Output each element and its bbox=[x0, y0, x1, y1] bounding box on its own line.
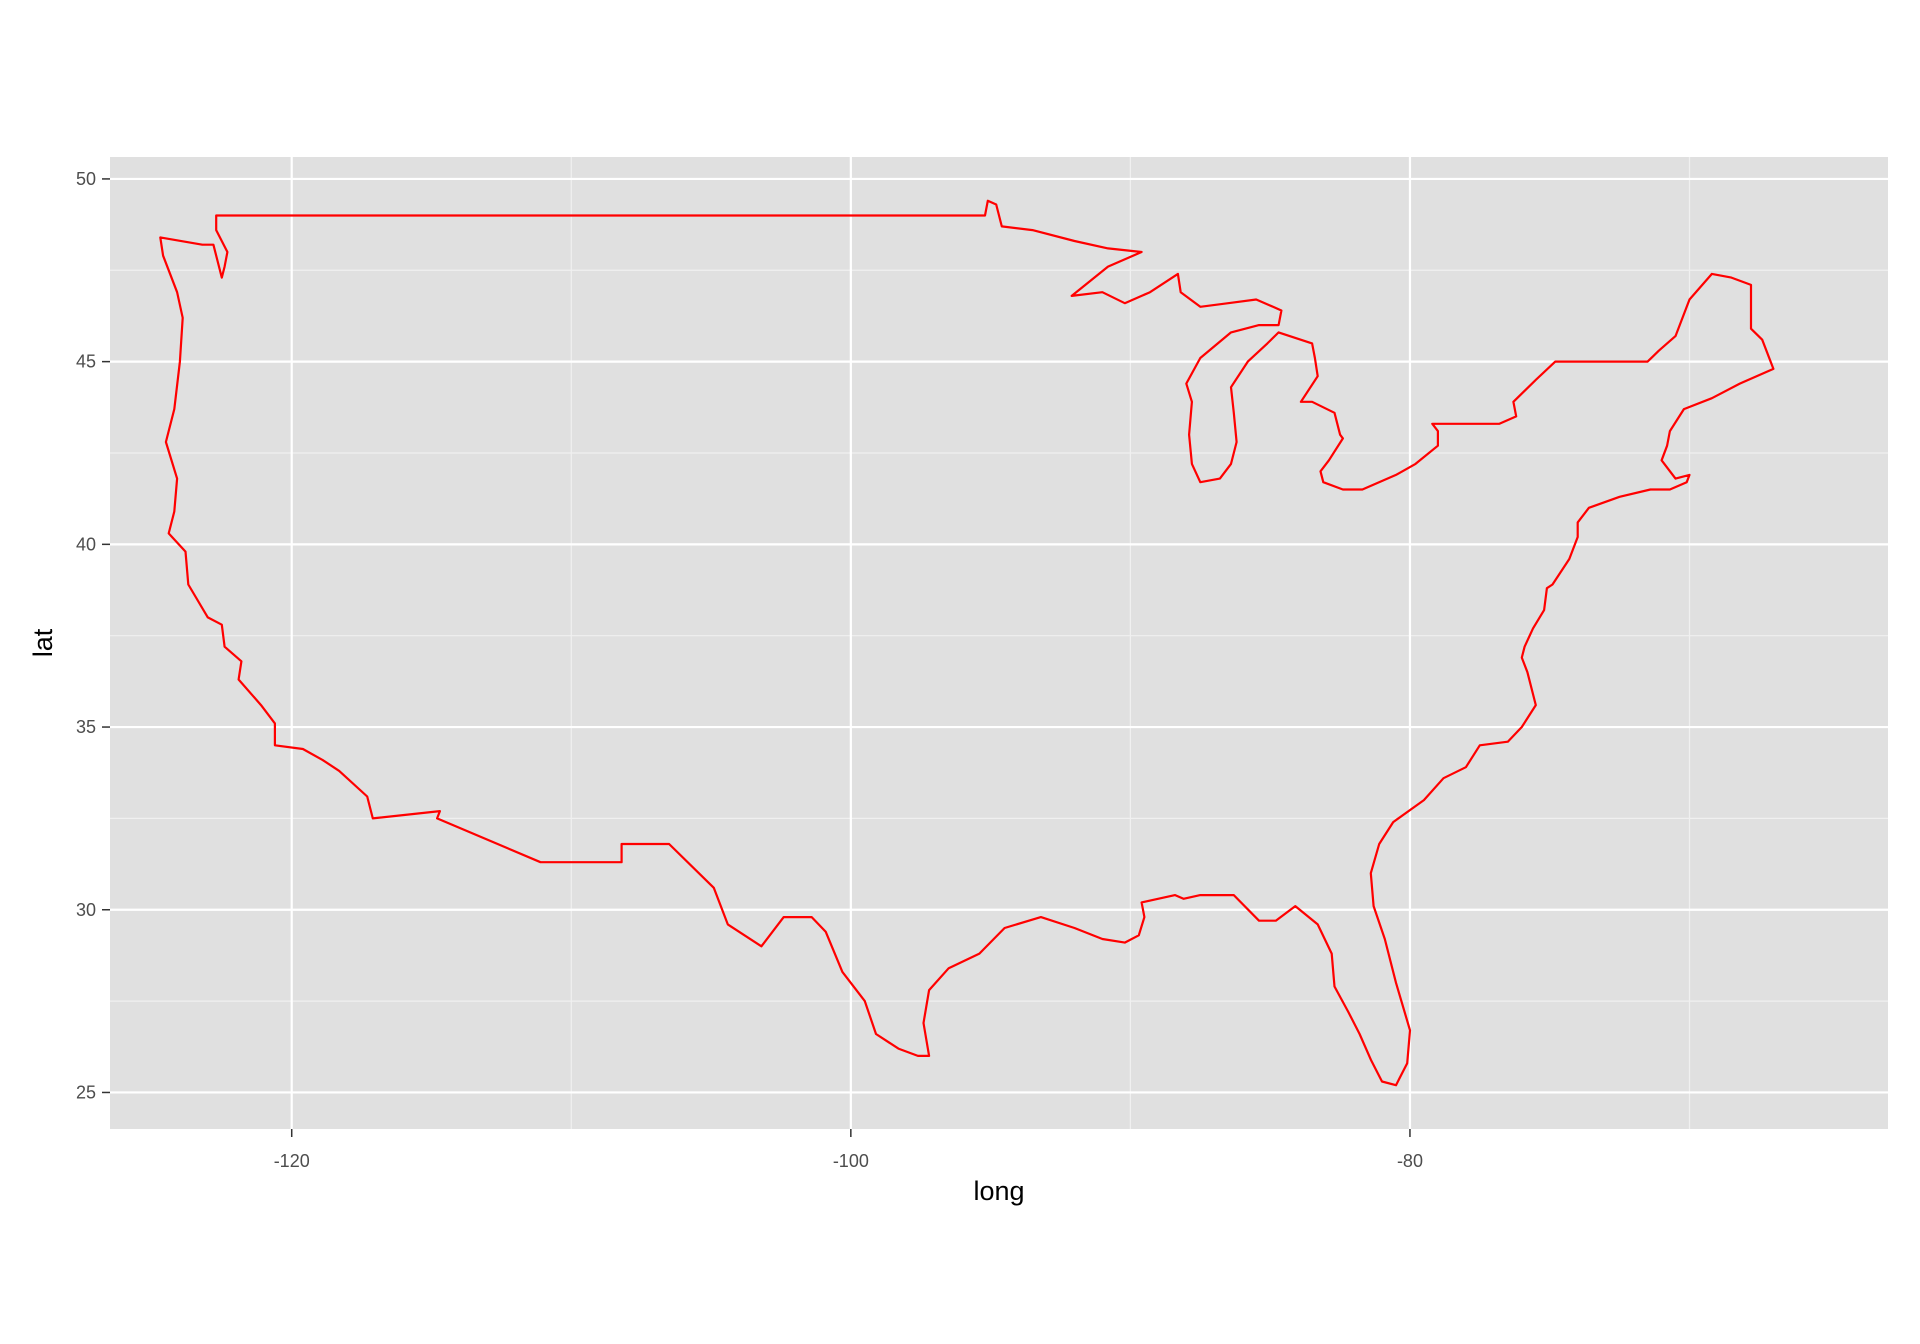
major-gridlines bbox=[110, 157, 1888, 1129]
x-tick-label: -120 bbox=[274, 1151, 310, 1171]
plot-panel bbox=[110, 157, 1888, 1129]
axis-tick-labels: -120 -100 -80 25 30 35 40 45 50 bbox=[76, 169, 1423, 1171]
x-axis-title: long bbox=[973, 1176, 1024, 1206]
axis-ticks bbox=[102, 178, 1411, 1137]
x-tick-label: -80 bbox=[1397, 1151, 1423, 1171]
y-tick-label: 35 bbox=[76, 717, 96, 737]
y-tick-label: 30 bbox=[76, 900, 96, 920]
y-tick-label: 45 bbox=[76, 352, 96, 372]
us-border-line bbox=[159, 199, 1775, 1087]
minor-gridlines bbox=[110, 157, 1888, 1129]
x-tick-label: -100 bbox=[833, 1151, 869, 1171]
y-tick-label: 40 bbox=[76, 534, 96, 554]
y-tick-label: 25 bbox=[76, 1082, 96, 1102]
y-tick-label: 50 bbox=[76, 169, 96, 189]
y-axis-title: lat bbox=[28, 628, 58, 657]
